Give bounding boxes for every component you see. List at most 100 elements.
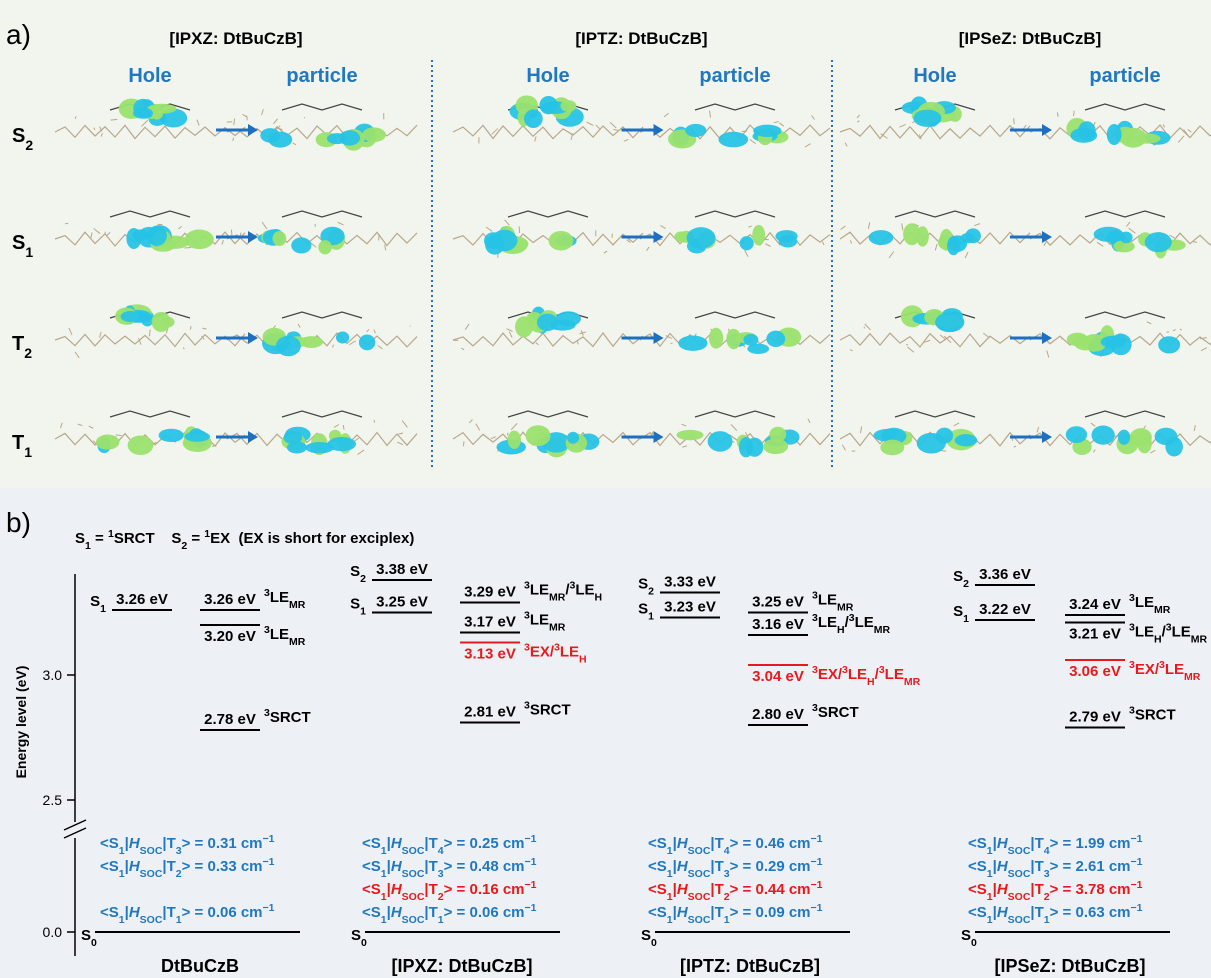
text-part: −1 — [811, 902, 823, 914]
tick-label: 2.5 — [43, 792, 63, 808]
text-part: = — [91, 530, 108, 547]
orbital-lobe — [184, 431, 210, 441]
text-part: > = 3.78 cm — [1050, 881, 1131, 898]
orbital-lobe — [96, 435, 120, 450]
orbital-lobe — [1145, 232, 1172, 252]
text-part: S — [81, 927, 91, 944]
orbital-lobe — [949, 235, 967, 251]
text-part: EX/ — [818, 666, 843, 683]
text-part: > = 0.63 cm — [1050, 904, 1131, 921]
text-part: MR — [904, 676, 921, 688]
text-part: SOC — [688, 845, 711, 857]
level-label: 2.81 eV — [464, 704, 516, 721]
orbital-lobe — [775, 230, 797, 242]
text-part: S — [90, 593, 100, 610]
orbital-lobe — [678, 335, 707, 350]
text-part: |T — [162, 904, 175, 921]
column-label: Hole — [526, 65, 569, 87]
text-part: |T — [162, 858, 175, 875]
orbital-lobe — [1158, 336, 1180, 353]
text-part: −1 — [263, 856, 275, 868]
text-part: S — [75, 530, 85, 547]
text-part: SOC — [688, 914, 711, 926]
level-label: 3.38 eV — [376, 561, 428, 578]
text-part: |T — [424, 858, 437, 875]
skeleton — [247, 116, 248, 121]
orbital-lobe — [752, 225, 765, 246]
panel-label: a) — [6, 19, 31, 50]
text-part: 1 — [100, 603, 106, 615]
text-part: <S — [100, 835, 119, 852]
level-label: 3.04 eV — [752, 668, 804, 685]
level-label: 2.78 eV — [204, 711, 256, 728]
skeleton — [1193, 242, 1197, 243]
text-part: MR — [549, 592, 566, 604]
text-part: <S — [648, 858, 667, 875]
text-part: −1 — [811, 856, 823, 868]
orbital-lobe — [291, 237, 311, 253]
text-part: LE — [885, 666, 904, 683]
orbital-lobe — [300, 336, 323, 348]
text-part: 1 — [648, 611, 654, 623]
text-part: > = 0.06 cm — [444, 904, 525, 921]
orbital-lobe — [526, 425, 551, 446]
text-part: S — [638, 601, 648, 618]
orbital-lobe — [676, 430, 703, 440]
text-part: <S — [100, 904, 119, 921]
text-part: |T — [1030, 881, 1043, 898]
orbital-lobe — [869, 230, 894, 245]
text-part: > = 0.16 cm — [444, 881, 525, 898]
text-part: <S — [968, 904, 987, 921]
orbital-lobe — [1070, 128, 1097, 143]
text-part: 2 — [25, 137, 33, 153]
state-label: 3SRCT — [524, 700, 571, 719]
text-part: LE — [855, 614, 874, 631]
text-part: −1 — [525, 902, 537, 914]
level-label: 2.79 eV — [1069, 709, 1121, 726]
orbital-lobe — [556, 311, 581, 326]
level-label: 3.21 eV — [1069, 626, 1121, 643]
orbital-lobe — [1107, 124, 1122, 145]
text-part: H — [1154, 634, 1162, 646]
text-part: <S — [100, 858, 119, 875]
text-part: |T — [424, 881, 437, 898]
text-part: > = 0.06 cm — [182, 904, 263, 921]
orbital-lobe — [718, 132, 748, 148]
text-part: LE — [818, 614, 837, 631]
text-part: SOC — [688, 868, 711, 880]
text-part: <S — [968, 835, 987, 852]
level-label: 3.17 eV — [464, 614, 516, 631]
text-part: > = 0.25 cm — [444, 835, 525, 852]
text-part: > = 2.61 cm — [1050, 858, 1131, 875]
text-part: MR — [549, 622, 566, 634]
orbital-lobe — [339, 130, 360, 145]
level-label: 3.23 eV — [664, 599, 716, 616]
orbital-lobe — [1135, 133, 1161, 143]
level-label: 3.16 eV — [752, 616, 804, 633]
text-part: |T — [710, 835, 723, 852]
text-part: −1 — [1131, 879, 1143, 891]
orbital-lobe — [766, 331, 785, 347]
text-part: H — [837, 624, 845, 636]
orbital-lobe — [687, 227, 716, 248]
text-part: −1 — [1131, 856, 1143, 868]
orbital-lobe — [128, 435, 154, 455]
text-part: EX/ — [530, 644, 555, 661]
text-part: SOC — [402, 914, 425, 926]
orbital-lobe — [133, 108, 153, 119]
column-name: DtBuCzB — [161, 956, 239, 976]
text-part: SOC — [688, 891, 711, 903]
orbital-lobe — [268, 132, 292, 148]
group-title: [IPSeZ: DtBuCzB] — [959, 29, 1102, 48]
orbital-lobe — [709, 328, 723, 349]
text-part: SOC — [140, 914, 163, 926]
text-part: SOC — [402, 868, 425, 880]
orbital-lobe — [1118, 430, 1130, 445]
text-part: > = 0.09 cm — [730, 904, 811, 921]
text-part: 2 — [24, 345, 32, 361]
text-part: LE — [1172, 624, 1191, 641]
text-part: 1 — [360, 606, 366, 618]
text-part: MR — [1191, 634, 1208, 646]
level-label: 3.13 eV — [464, 646, 516, 663]
orbital-lobe — [318, 240, 332, 254]
